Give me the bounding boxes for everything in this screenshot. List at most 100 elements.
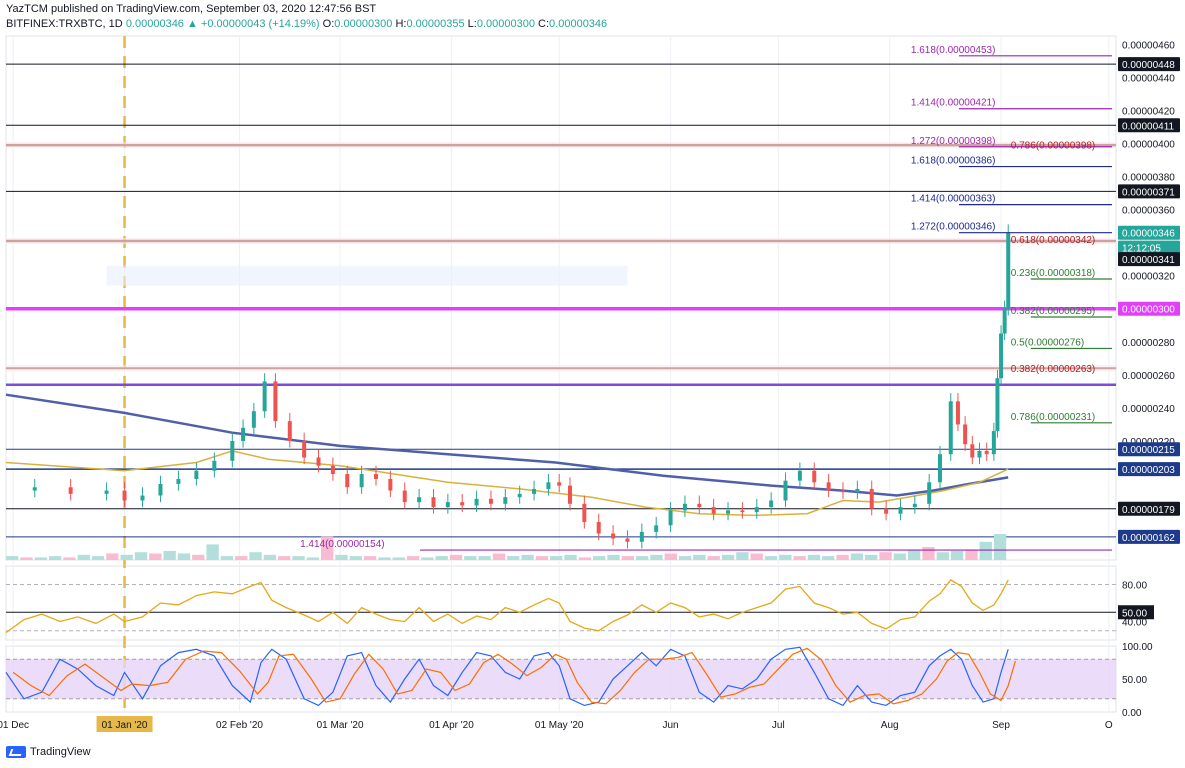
fib-label: 1.414(0.00000154) <box>300 539 385 550</box>
volume-bar <box>822 556 835 560</box>
volume-bar <box>535 556 549 560</box>
volume-bar <box>693 554 706 560</box>
price-tag-label: 0.00000341 <box>1122 255 1175 266</box>
ma200-line <box>5 393 1009 497</box>
high-label: H: <box>395 18 407 30</box>
candle-body <box>984 450 989 455</box>
candle-body <box>212 460 217 471</box>
candle-body <box>697 503 702 508</box>
candle-body <box>963 424 968 445</box>
x-tick-label: Jun <box>663 720 679 731</box>
volume-bar <box>764 556 778 560</box>
candle-body <box>596 521 601 534</box>
volume-bar <box>521 554 534 560</box>
volume-bar <box>836 554 849 560</box>
price-tag <box>1118 225 1180 240</box>
brand-name: TradingView <box>30 746 91 758</box>
volume-bar <box>507 556 520 560</box>
close-value: 0.00000346 <box>549 18 608 30</box>
fib-label: 0.618(0.00000342) <box>1011 235 1096 246</box>
candle-body <box>898 507 903 514</box>
volume-bar <box>807 554 821 560</box>
volume-bar <box>320 536 334 560</box>
y-tick-label: 0.00000440 <box>1122 73 1175 84</box>
stoch-band <box>6 659 1116 699</box>
volume-bar <box>893 553 907 560</box>
candle-body <box>474 498 479 506</box>
candle-body <box>884 508 889 514</box>
volume-bar <box>220 556 234 560</box>
y-tick-label: 0.00000460 <box>1122 40 1175 51</box>
volume-bar <box>779 554 792 560</box>
price-tag-label: 0.00000203 <box>1122 465 1175 476</box>
volume-bar <box>421 557 434 560</box>
candle-body <box>1002 308 1007 334</box>
candle-body <box>273 381 278 422</box>
volume-bar <box>249 552 262 560</box>
candle-body <box>970 444 975 458</box>
fib-label: 1.414(0.00000363) <box>911 194 996 205</box>
low-value: 0.00000300 <box>476 18 535 30</box>
candle-body <box>682 503 687 511</box>
candle-body <box>869 488 874 509</box>
fib-label: 0.382(0.00000263) <box>1011 364 1096 375</box>
candle-body <box>582 503 587 522</box>
symbol-line: BITFINEX:TRXBTC, 1D 0.00000346 ▲ +0.0000… <box>6 18 607 30</box>
candle-body <box>158 483 163 496</box>
volume-bar <box>363 556 377 560</box>
volume-bar <box>635 556 649 560</box>
fib-label: 1.618(0.00000386) <box>911 156 996 167</box>
candle-body <box>194 470 199 480</box>
candle-body <box>68 487 73 494</box>
volume-bar <box>464 556 477 560</box>
rsi-pane <box>5 565 1117 641</box>
price-change: ▲ +0.00000043 (+14.19%) <box>187 18 320 30</box>
candle-body <box>230 440 235 461</box>
candle-body <box>999 333 1004 379</box>
x-tick-label: 01 Jan '20 <box>102 720 148 731</box>
y-tick-label: 0.00000420 <box>1122 106 1175 117</box>
volume-bar <box>793 556 806 560</box>
volume-bar <box>149 553 162 560</box>
y-tick-label: 0.00000320 <box>1122 272 1175 283</box>
x-tick-label: O <box>1105 720 1113 731</box>
volume-bar <box>378 557 391 560</box>
volume-bar <box>192 554 205 560</box>
volume-bar <box>492 553 506 560</box>
volume-bar <box>392 557 405 560</box>
y-tick-label: 0.00000360 <box>1122 206 1175 217</box>
candle-body <box>991 431 996 455</box>
candle-body <box>546 482 551 489</box>
volume-bar <box>48 556 62 560</box>
candle-body <box>359 474 364 488</box>
tradingview-brand[interactable]: TradingView <box>6 746 91 758</box>
fib-label: 1.272(0.00000346) <box>911 222 996 233</box>
candle-body <box>345 474 350 488</box>
volume-bar <box>478 556 491 560</box>
candle-body <box>855 488 860 493</box>
rsi-tick-label: 80.00 <box>1122 581 1147 592</box>
x-tick-label: Jul <box>772 720 785 731</box>
y-tick-label: 0.00000280 <box>1122 338 1175 349</box>
candle-body <box>251 411 256 428</box>
volume-bar <box>34 557 47 560</box>
price-tag <box>1118 240 1180 255</box>
volume-bar <box>736 552 749 560</box>
volume-bar <box>106 553 119 560</box>
volume-bar <box>564 554 577 560</box>
fib-label: 0.236(0.00000318) <box>1011 268 1096 279</box>
candle-body <box>460 502 465 506</box>
volume-bar <box>650 554 663 560</box>
candle-body <box>826 482 831 491</box>
price-tag-label: 0.00000411 <box>1122 121 1175 132</box>
volume-bar <box>349 556 362 560</box>
candle-body <box>557 482 562 486</box>
candle-body <box>625 538 630 542</box>
rsi-tag <box>1118 605 1154 620</box>
candle-body <box>402 490 407 503</box>
volume-bar <box>936 552 949 560</box>
candle-body <box>503 497 508 504</box>
x-tick-label: 02 Feb '20 <box>216 720 263 731</box>
publisher-text: YazTCM published on TradingView.com, Sep… <box>6 3 377 15</box>
